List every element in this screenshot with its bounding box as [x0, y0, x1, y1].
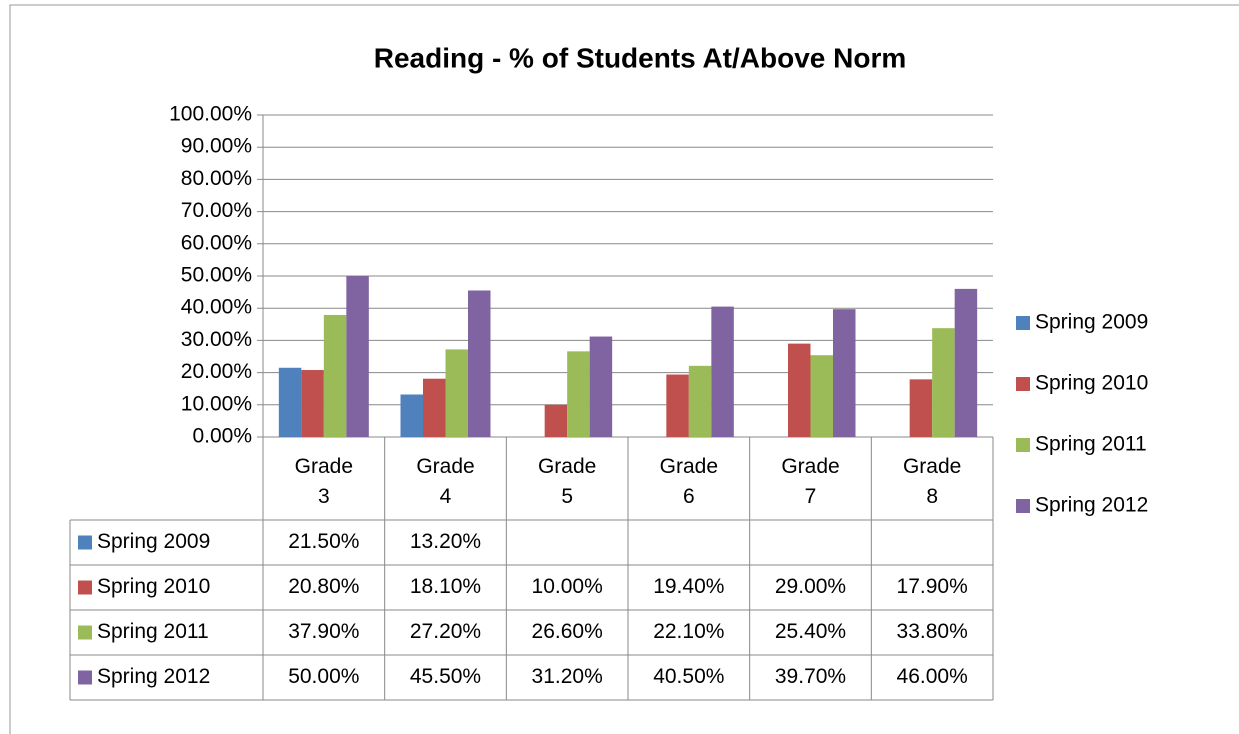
table-row-label: Spring 2010: [97, 575, 210, 598]
table-cell: 20.80%: [288, 575, 359, 598]
y-tick-label: 80.00%: [181, 167, 252, 190]
y-tick-label: 20.00%: [181, 360, 252, 383]
bar: [711, 306, 734, 437]
bar: [788, 343, 811, 437]
table-cell: 37.90%: [288, 620, 359, 643]
table-cell: 29.00%: [775, 575, 846, 598]
table-row-label: Spring 2011: [97, 620, 209, 643]
table-cell: 33.80%: [897, 620, 968, 643]
table-cell: 45.50%: [410, 665, 481, 688]
table-cell: 17.90%: [897, 575, 968, 598]
bar: [932, 328, 955, 437]
y-tick-label: 50.00%: [181, 264, 252, 287]
chart-title: Reading - % of Students At/Above Norm: [374, 42, 907, 73]
table-cell: 39.70%: [775, 665, 846, 688]
bar: [323, 314, 347, 437]
table-row-label: Spring 2009: [97, 530, 210, 553]
y-tick-label: 10.00%: [181, 392, 252, 415]
table-cell: 22.10%: [653, 620, 724, 643]
bar: [567, 351, 590, 437]
table-cell: 46.00%: [897, 665, 968, 688]
table-cell: 31.20%: [532, 665, 603, 688]
bar: [833, 309, 856, 437]
bar: [346, 276, 369, 437]
y-tick-label: 60.00%: [181, 231, 252, 254]
table-cell: 21.50%: [288, 530, 359, 553]
table-cell: 40.50%: [653, 665, 724, 688]
table-legend-marker: [78, 625, 92, 640]
chart-frame: [9, 4, 1239, 734]
x-tick-label: Grade 7: [781, 455, 840, 508]
table-legend-marker: [78, 535, 92, 550]
bar: [423, 378, 446, 437]
x-tick-label: Grade 5: [537, 455, 597, 508]
table-cell: 50.00%: [288, 665, 359, 688]
x-tick-label: Grade 6: [659, 455, 719, 508]
table-cell: 10.00%: [532, 575, 603, 598]
bar: [666, 374, 689, 437]
table-cell: 25.40%: [775, 620, 846, 643]
x-tick-label: Grade 8: [902, 455, 962, 508]
table-legend-marker: [78, 670, 92, 685]
y-tick-label: 40.00%: [181, 296, 252, 319]
table-cell: 19.40%: [653, 575, 724, 598]
bar: [301, 370, 324, 437]
bar: [278, 367, 302, 437]
x-tick-label: Grade 4: [416, 455, 475, 508]
legend-label: Spring 2009: [1035, 311, 1148, 334]
table-cell: 27.20%: [410, 620, 481, 643]
bar: [688, 365, 712, 437]
table-legend-marker: [78, 580, 92, 595]
legend-marker: [1016, 377, 1030, 391]
legend-marker: [1016, 499, 1030, 513]
y-tick-label: 100.00%: [169, 103, 252, 126]
y-tick-label: 90.00%: [181, 135, 252, 158]
bar: [445, 349, 468, 437]
bar: [468, 290, 491, 437]
y-tick-label: 0.00%: [192, 425, 252, 448]
legend-label: Spring 2010: [1035, 372, 1148, 395]
table-cell: 18.10%: [410, 575, 481, 598]
bar: [544, 404, 568, 437]
table-row-label: Spring 2012: [97, 665, 210, 688]
bar: [589, 336, 613, 437]
bar: [954, 288, 978, 437]
legend-marker: [1016, 316, 1030, 330]
bar: [909, 379, 933, 437]
x-tick-label: Grade 3: [294, 455, 354, 508]
table-cell: 13.20%: [410, 530, 481, 553]
bar: [400, 394, 423, 437]
legend-marker: [1016, 438, 1030, 452]
legend-label: Spring 2011: [1035, 433, 1147, 456]
y-tick-label: 30.00%: [181, 328, 252, 351]
legend-label: Spring 2012: [1035, 494, 1148, 517]
bar: [810, 355, 833, 437]
table-cell: 26.60%: [532, 620, 603, 643]
y-tick-label: 70.00%: [181, 199, 252, 222]
